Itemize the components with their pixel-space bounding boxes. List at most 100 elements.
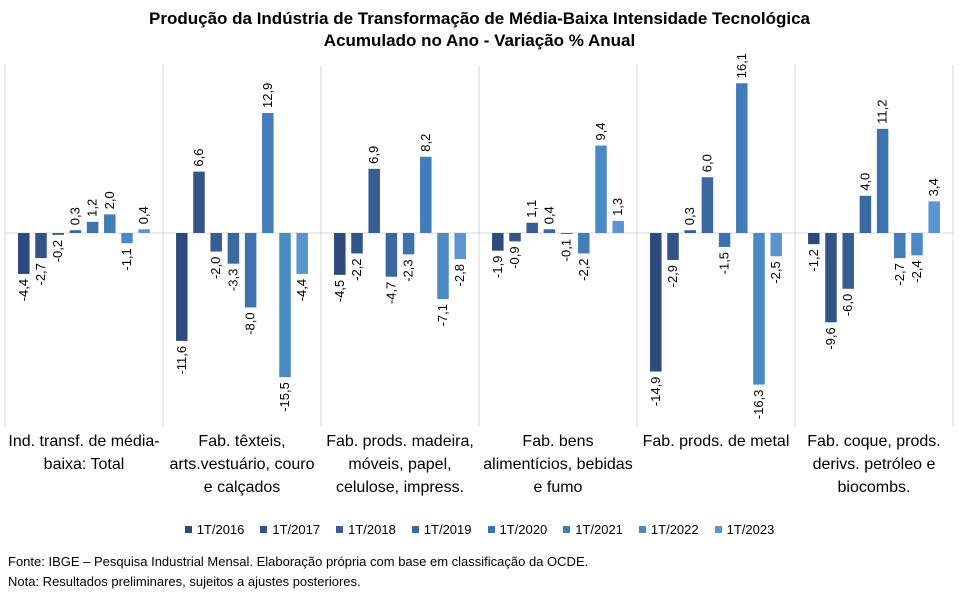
data-label: -11,6: [174, 346, 189, 375]
data-label: -2,3: [401, 259, 416, 281]
data-label: -7,1: [435, 304, 450, 326]
legend-label: 1T/2017: [272, 521, 321, 537]
bar: [612, 220, 624, 233]
category-label: Fab. têxteis, arts.vestuário, couro e ca…: [169, 433, 315, 496]
legend-item: 1T/2021: [563, 519, 623, 539]
data-label: 2,0: [102, 191, 117, 209]
data-label: 0,3: [682, 207, 697, 225]
data-label: -8,0: [243, 312, 258, 334]
data-label: -3,3: [225, 269, 240, 291]
data-label: 3,4: [926, 178, 941, 196]
data-label: -4,4: [294, 279, 309, 301]
legend-item: 1T/2018: [336, 519, 396, 539]
bar: [825, 233, 837, 323]
data-label: -6,0: [840, 294, 855, 316]
data-label: 6,9: [366, 146, 381, 164]
data-label: 6,0: [699, 154, 714, 172]
legend-item: 1T/2017: [260, 519, 320, 539]
data-label: 9,4: [593, 123, 608, 141]
data-label: -2,8: [452, 264, 467, 286]
bar: [334, 233, 346, 275]
legend-item: 1T/2022: [638, 519, 699, 539]
bar: [121, 233, 133, 244]
data-label: -2,5: [768, 261, 783, 283]
data-label: -16,3: [751, 390, 766, 420]
bar: [650, 233, 662, 372]
legend-swatch: [411, 525, 419, 533]
legend-item: 1T/2019: [411, 519, 472, 539]
legend-item: 1T/2020: [487, 519, 548, 539]
bar: [894, 233, 906, 259]
bar: [701, 177, 714, 233]
bar: [808, 233, 820, 245]
data-label: -2,4: [909, 260, 924, 282]
bar: [279, 233, 291, 378]
data-label: -2,2: [576, 258, 591, 280]
data-label: -0,2: [50, 240, 65, 262]
legend-swatch: [336, 525, 344, 533]
chart-legend: 1T/2016 1T/2017 1T/2018 1T/2019 1T/2020 1T/20…: [0, 519, 959, 539]
chart-notes: Fonte: IBGE – Pesquisa Industrial Mensal…: [8, 552, 588, 592]
legend-swatch: [563, 525, 571, 533]
bar: [86, 221, 99, 233]
bar: [595, 145, 607, 233]
data-label: -0,9: [507, 246, 522, 268]
data-label: 8,2: [418, 134, 433, 152]
source-note: Fonte: IBGE – Pesquisa Industrial Mensal…: [8, 554, 589, 569]
chart-subtitle: Acumulado no Ano - Variação % Anual: [323, 31, 636, 50]
bar: [437, 233, 449, 300]
data-label: -1,9: [490, 256, 505, 278]
legend-swatch: [184, 525, 192, 533]
category-label: Fab. prods. de metal: [642, 433, 790, 450]
data-label: -15,5: [277, 382, 292, 412]
data-label: -0,1: [559, 239, 574, 261]
bar: [842, 233, 854, 289]
bar: [911, 233, 923, 256]
data-label: 12,9: [260, 83, 275, 108]
bar: [52, 233, 64, 235]
legend-swatch: [638, 525, 646, 533]
bar: [684, 230, 696, 233]
data-label: -9,6: [823, 327, 838, 349]
data-label: 0,4: [541, 206, 556, 224]
bar: [385, 233, 398, 277]
bar: [227, 233, 240, 264]
bar: [176, 233, 188, 341]
legend-label: 1T/2023: [726, 521, 775, 537]
bar: [492, 233, 504, 251]
bar: [104, 214, 116, 233]
data-label: -2,2: [349, 258, 364, 280]
legend-item: 1T/2023: [714, 519, 775, 539]
bar: [69, 230, 82, 233]
data-label: -4,5: [332, 280, 347, 302]
bar: [876, 128, 889, 233]
data-label: -14,9: [648, 377, 663, 407]
data-label: 0,4: [136, 206, 151, 224]
legend-label: 1T/2021: [575, 521, 623, 537]
bar: [454, 233, 466, 260]
bar: [718, 233, 731, 247]
chart-title-line: Produção da Indústria de Transformação d…: [149, 9, 810, 28]
legend-swatch: [487, 525, 495, 533]
data-label: 1,1: [524, 200, 539, 218]
bar: [543, 229, 556, 233]
chart-title: Produção da Indústria de Transformação d…: [0, 8, 959, 52]
data-label: -1,5: [717, 252, 732, 274]
legend-swatch: [714, 525, 722, 533]
bar: [928, 201, 940, 233]
bar: [859, 195, 872, 233]
bar: [770, 233, 782, 257]
bar: [368, 168, 380, 233]
bar: [578, 233, 590, 254]
bar: [262, 113, 274, 233]
data-label: -2,9: [665, 265, 680, 287]
legend-label: 1T/2020: [499, 521, 548, 537]
bar-chart: -4,4-2,7-0,20,3 1,2 2,0-1,10,4-11,66,6-2,0…: [4, 53, 954, 427]
legend-item: 1T/2016: [184, 519, 244, 539]
category-label: Fab. bens alimentícios, bebidas e fumo: [483, 433, 633, 496]
bar: [402, 233, 415, 255]
legend-swatch: [260, 525, 268, 533]
category-label: Fab. coque, prods. derivs. petróleo e bi…: [807, 433, 941, 496]
bar: [753, 233, 765, 385]
data-label: -1,1: [119, 248, 134, 270]
